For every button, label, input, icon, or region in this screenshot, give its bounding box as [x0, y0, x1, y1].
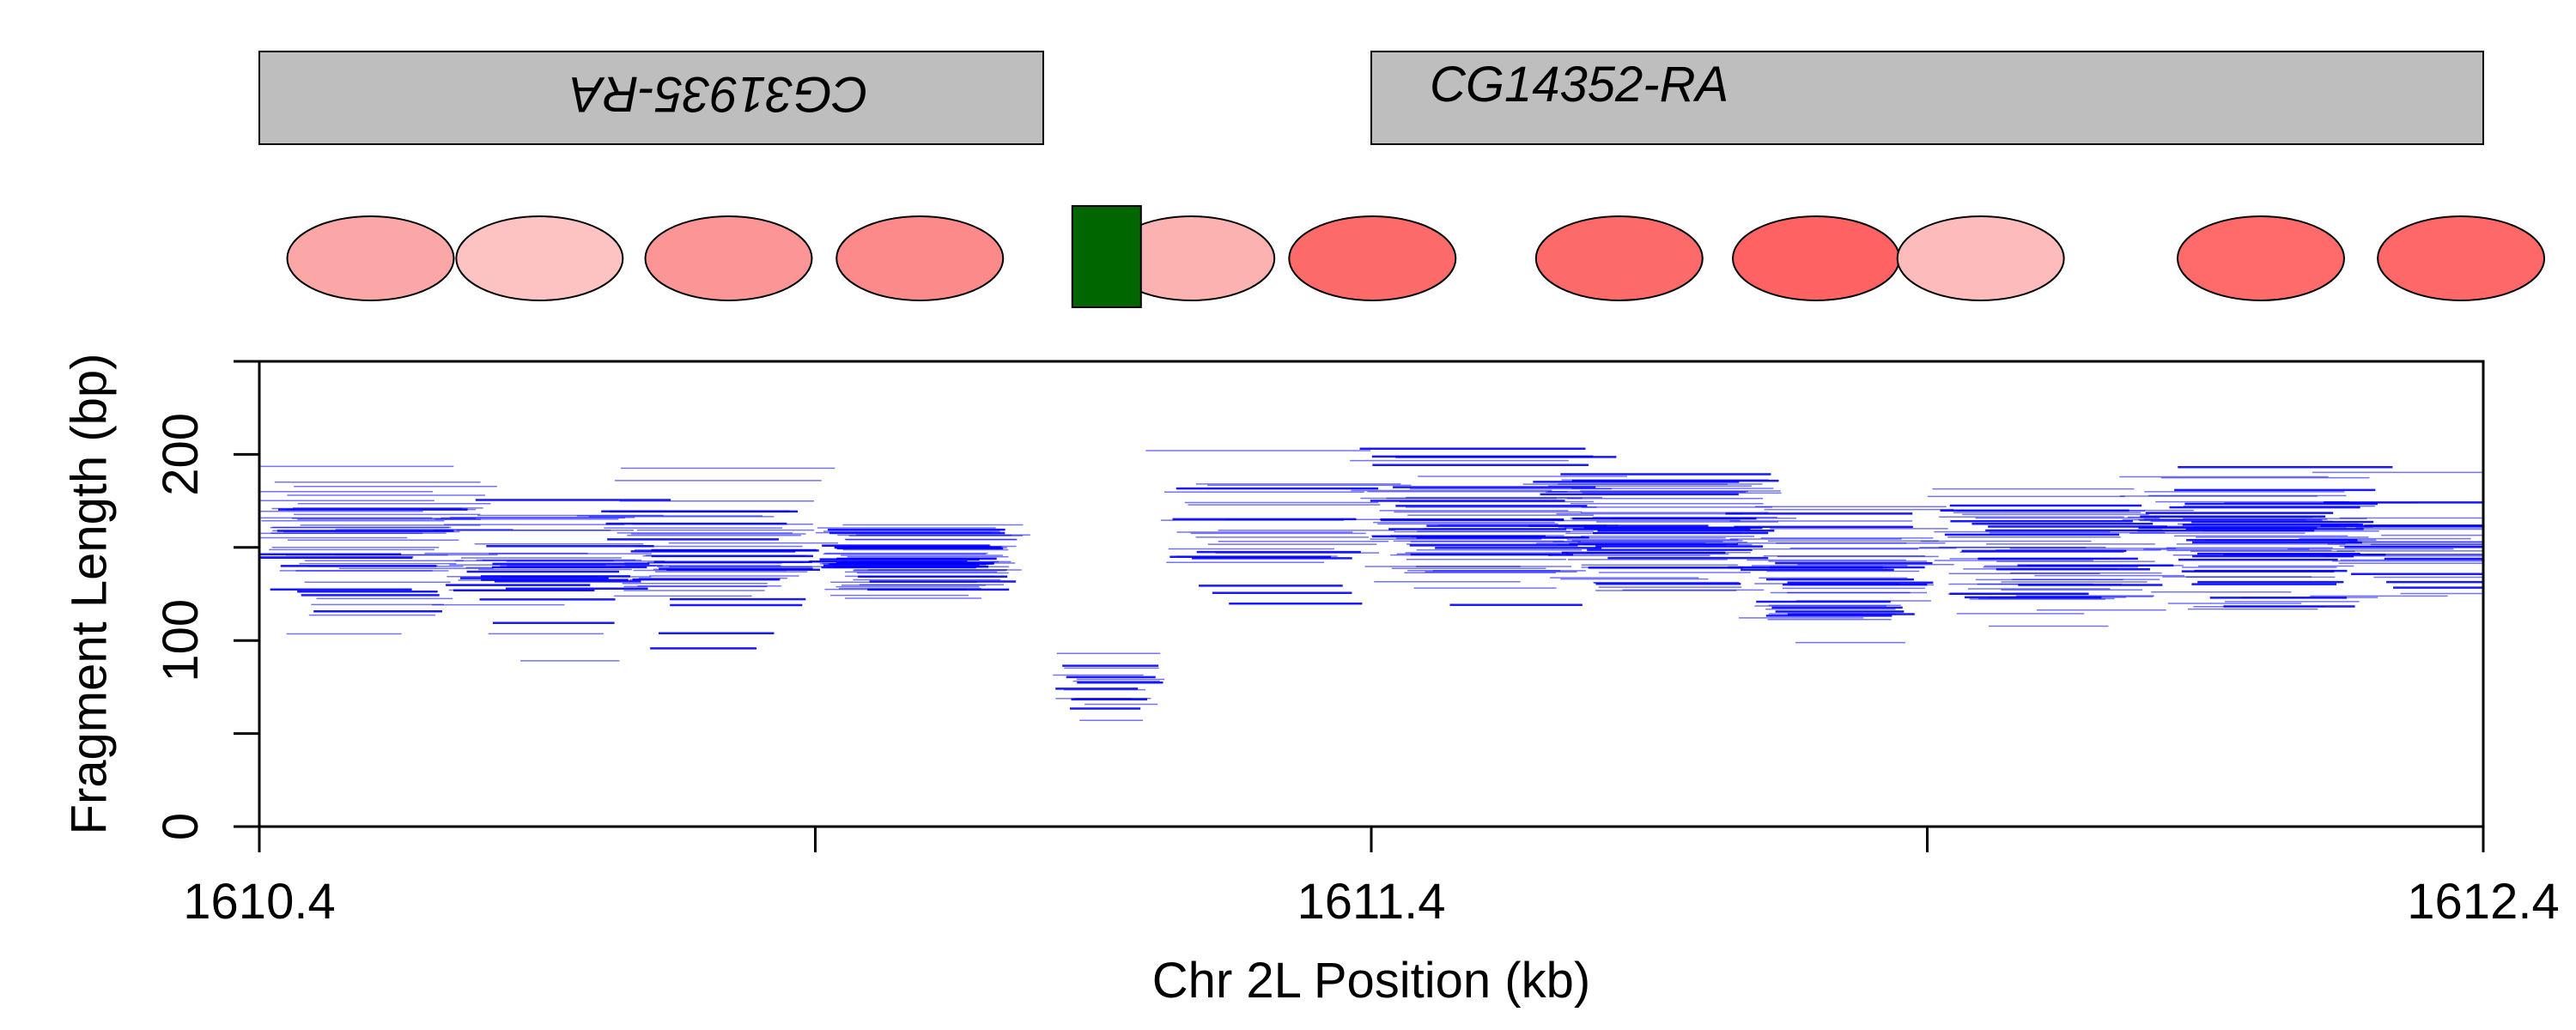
gene-label-1: CG31935-RA: [569, 66, 868, 122]
nucleosome-6: [1732, 215, 1900, 301]
gene-box-1: [258, 51, 1044, 145]
nucleosome-4: [835, 215, 1005, 301]
nucleosome-8: [2177, 215, 2345, 301]
nucleosome-3: [644, 215, 813, 301]
x-tick-label-3: 1611.4: [1297, 874, 1445, 930]
axes: 1610.4 1611.4 1612.4 0 100 200: [153, 360, 2560, 930]
nucleosome-2: [455, 215, 624, 301]
fragment-plot-area: [259, 447, 2483, 722]
plot-frame: [258, 360, 2485, 828]
y-tick-label-5: 200: [153, 413, 209, 496]
nucleosome-track: [286, 205, 2546, 308]
nucleosome-7: [1896, 215, 2065, 301]
nucleosome-9: [2377, 215, 2546, 301]
gene-label-2: CG14352-RA: [1430, 57, 1728, 112]
tf-site-1: [1071, 205, 1142, 308]
nucleosome-1: [286, 215, 455, 301]
y-axis-title: Fragment Length (bp): [61, 354, 117, 835]
gene-track: CG31935-RA CG14352-RA: [258, 51, 2484, 145]
nucleosome-11: [1288, 215, 1457, 301]
y-tick-label-3: 100: [153, 599, 209, 682]
x-tick-label-1: 1610.4: [183, 874, 335, 930]
y-tick-label-1: 0: [153, 813, 209, 840]
x-tick-label-5: 1612.4: [2407, 874, 2559, 930]
x-axis-title: Chr 2L Position (kb): [1152, 953, 1590, 1009]
nucleosome-5: [1534, 215, 1704, 301]
gene-box-2: [1370, 51, 2484, 145]
